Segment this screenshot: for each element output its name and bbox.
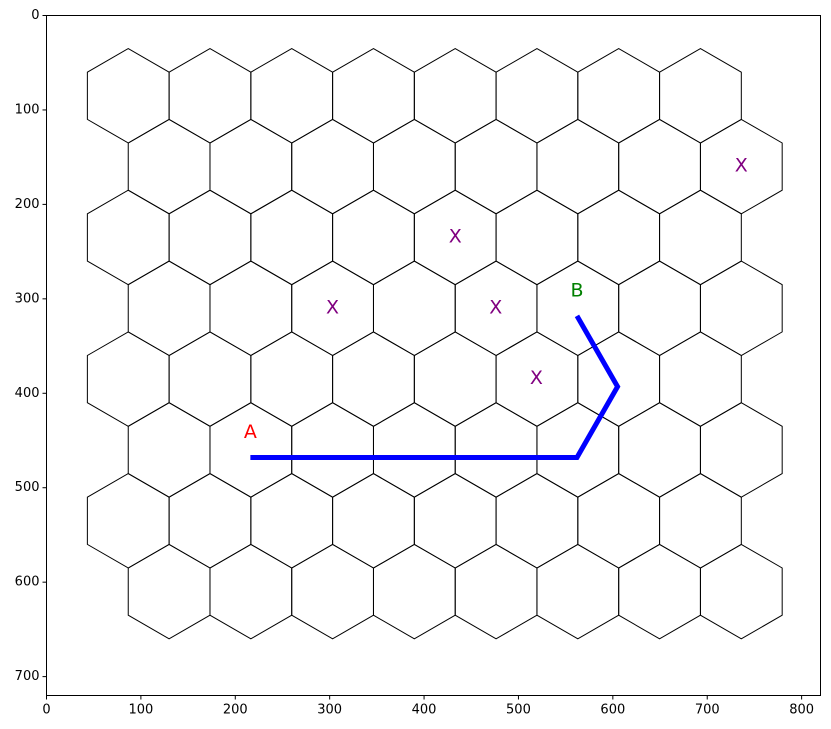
blocked-cell-label: X <box>326 296 339 318</box>
y-tick-label: 500 <box>15 480 40 495</box>
y-axis-ticks: 0 100 200 300 400 500 600 700 <box>15 8 47 684</box>
cell-labels: A B X X X X X <box>244 155 748 443</box>
x-tick-label: 400 <box>412 703 437 718</box>
route-path <box>250 314 621 460</box>
route-line <box>250 314 621 460</box>
x-axis-ticks: 0 100 200 300 400 500 600 700 800 <box>42 695 814 718</box>
x-tick-label: 0 <box>42 703 50 718</box>
x-tick-label: 500 <box>506 703 531 718</box>
blocked-cell-label: X <box>489 296 502 318</box>
y-tick-label: 200 <box>15 197 40 212</box>
axes-frame <box>46 15 821 696</box>
x-tick-label: 100 <box>128 703 153 718</box>
x-tick-label: 200 <box>223 703 248 718</box>
y-tick-label: 300 <box>15 291 40 306</box>
x-tick-label: 800 <box>789 703 814 718</box>
start-label: A <box>244 421 257 443</box>
blocked-cell-label: X <box>735 155 748 177</box>
x-tick-label: 600 <box>600 703 625 718</box>
y-tick-label: 600 <box>15 575 40 590</box>
hex-cells <box>86 47 783 640</box>
y-tick-label: 700 <box>15 669 40 684</box>
hex-cell-r7-c7 <box>699 543 783 640</box>
blocked-cell-label: X <box>530 367 543 389</box>
end-label: B <box>570 279 583 301</box>
x-tick-label: 300 <box>317 703 342 718</box>
y-tick-label: 100 <box>15 102 40 117</box>
x-tick-label: 700 <box>695 703 720 718</box>
blocked-cell-label: X <box>449 226 462 248</box>
y-tick-label: 0 <box>31 8 39 23</box>
y-tick-label: 400 <box>15 386 40 401</box>
